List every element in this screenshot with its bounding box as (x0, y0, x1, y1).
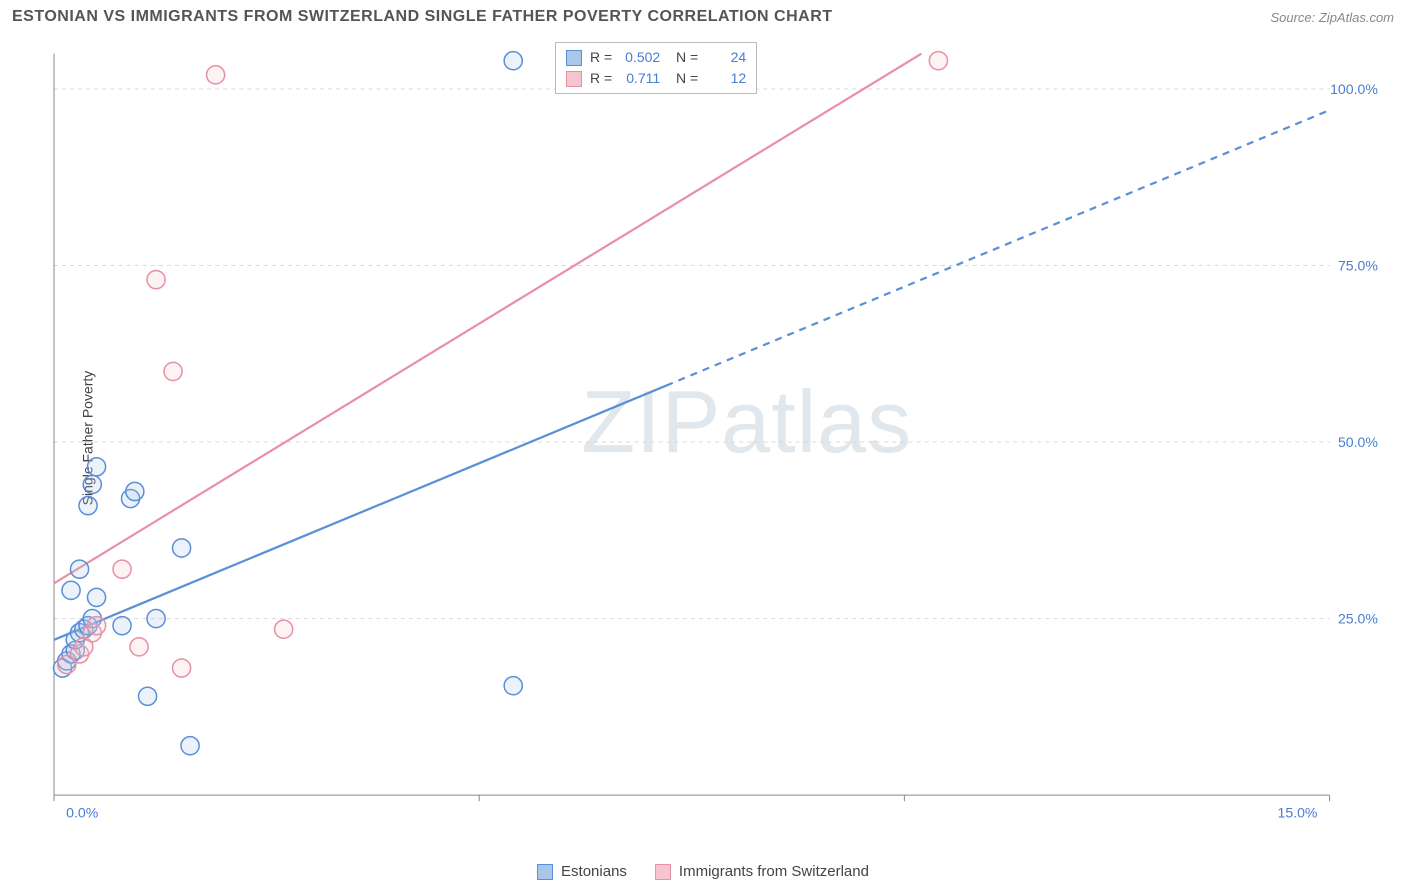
svg-text:0.0%: 0.0% (66, 804, 99, 820)
source-attribution: Source: ZipAtlas.com (1270, 10, 1394, 25)
n-value-2: 12 (706, 68, 746, 89)
r-label: R = (590, 47, 612, 68)
n-label: N = (668, 68, 698, 89)
swatch-immigrants-icon (655, 864, 671, 880)
svg-text:15.0%: 15.0% (1277, 804, 1317, 820)
chart-title: ESTONIAN VS IMMIGRANTS FROM SWITZERLAND … (12, 8, 833, 26)
legend-item-estonians: Estonians (537, 863, 627, 880)
stats-row-immigrants: R = 0.711 N = 12 (566, 68, 746, 89)
legend-label-immigrants: Immigrants from Switzerland (679, 863, 869, 880)
swatch-immigrants (566, 71, 582, 87)
r-label: R = (590, 68, 612, 89)
r-value-1: 0.502 (620, 47, 660, 68)
svg-text:100.0%: 100.0% (1330, 81, 1378, 97)
n-label: N = (668, 47, 698, 68)
swatch-estonians-icon (537, 864, 553, 880)
swatch-estonians (566, 50, 582, 66)
scatter-plot: 25.0% 50.0% 75.0% 100.0% 0.0% 15.0% (50, 40, 1390, 835)
svg-text:25.0%: 25.0% (1338, 611, 1378, 627)
correlation-stats-box: R = 0.502 N = 24 R = 0.711 N = 12 (555, 42, 757, 94)
legend-label-estonians: Estonians (561, 863, 627, 880)
bottom-legend: Estonians Immigrants from Switzerland (537, 863, 869, 880)
r-value-2: 0.711 (620, 68, 660, 89)
svg-text:75.0%: 75.0% (1338, 258, 1378, 274)
chart-area: Single Father Poverty ZIPatlas 25.0%50.0… (50, 40, 1390, 835)
svg-text:50.0%: 50.0% (1338, 434, 1378, 450)
n-value-1: 24 (706, 47, 746, 68)
stats-row-estonians: R = 0.502 N = 24 (566, 47, 746, 68)
legend-item-immigrants: Immigrants from Switzerland (655, 863, 869, 880)
